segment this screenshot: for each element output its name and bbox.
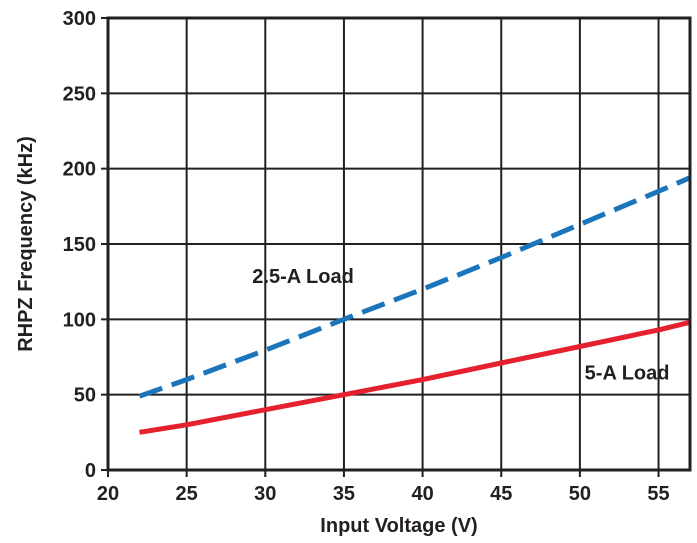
axis-ticks: 20 25 30 35 40 45 50 55 0 50 100 150 200 250 300	[63, 8, 670, 505]
tick-label-x-40: 40	[411, 483, 433, 505]
series-labels: 2.5-A Load 5-A Load	[252, 266, 669, 384]
tick-label-y-300: 300	[63, 8, 96, 30]
series-line-2	[139, 319, 691, 435]
gridlines	[108, 18, 690, 470]
tick-label-x-25: 25	[176, 483, 198, 505]
series-label-2: 5-A Load	[585, 363, 670, 385]
tick-label-y-200: 200	[63, 159, 96, 181]
tick-label-y-250: 250	[63, 83, 96, 105]
tick-label-x-55: 55	[647, 483, 669, 505]
tick-label-x-45: 45	[490, 483, 512, 505]
tick-label-x-50: 50	[569, 483, 591, 505]
tick-label-x-20: 20	[97, 483, 119, 505]
series-label-1: 2.5-A Load	[252, 266, 354, 288]
series-lines	[138, 175, 691, 435]
series-line-1	[138, 175, 691, 399]
tick-label-y-100: 100	[63, 309, 96, 331]
tick-label-y-0: 0	[85, 460, 96, 482]
tick-label-y-50: 50	[74, 385, 96, 407]
tick-label-x-35: 35	[333, 483, 355, 505]
y-axis-title: RHPZ Frequency (kHz)	[15, 136, 37, 352]
tick-label-x-30: 30	[254, 483, 276, 505]
x-axis-title: Input Voltage (V)	[320, 515, 477, 537]
tick-label-y-150: 150	[63, 234, 96, 256]
